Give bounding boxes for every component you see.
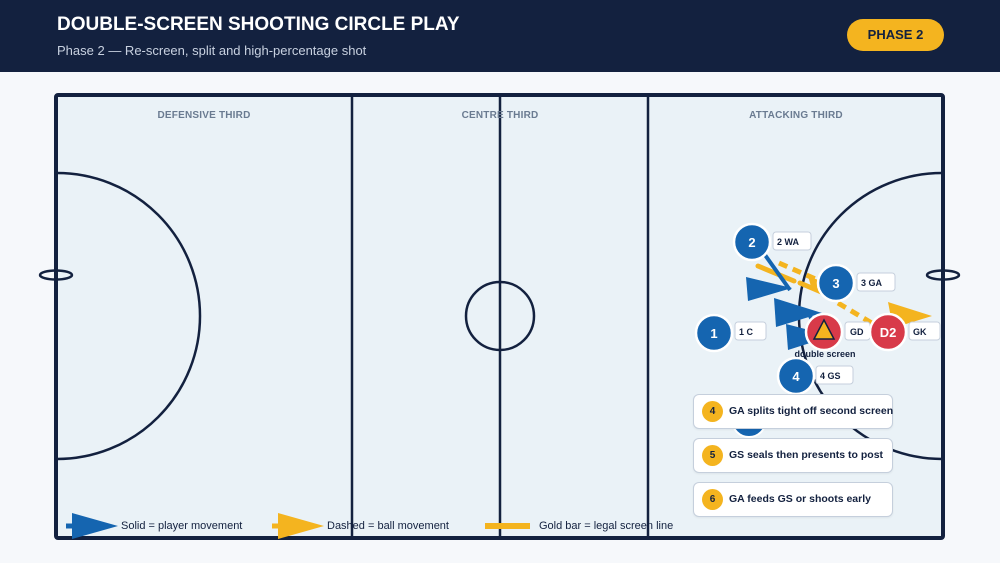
defender-tag-gk: GK — [913, 327, 927, 337]
player-tag-box-c — [734, 321, 767, 341]
player-ga[interactable]: 3 3 GA — [816, 263, 896, 303]
legend-gold-bar-label: Gold bar = legal screen line — [539, 520, 674, 532]
step-text: GA feeds GS or shoots early — [729, 493, 871, 505]
step-card-5[interactable]: 5 GS seals then presents to post — [693, 438, 893, 473]
page-subtitle: Phase 2 — Re-screen, split and high-perc… — [57, 43, 367, 58]
double-screen-note: double screen — [794, 349, 855, 359]
left-goal-ring — [38, 269, 74, 281]
player-arrowhead-2 — [774, 298, 822, 327]
player-c[interactable]: 1 1 C — [694, 313, 767, 353]
player-gs[interactable]: 4 4 GS — [776, 356, 854, 396]
step-text: GA splits tight off second screen — [729, 405, 894, 417]
player-path-wa — [763, 253, 792, 292]
defensive-shooting-circle — [56, 171, 202, 461]
player-number-c: 1 — [710, 326, 717, 341]
legend-dashed-arrowhead — [278, 513, 324, 539]
player-tag-box-wa — [772, 231, 812, 251]
ball-path-wa-to-ga — [777, 260, 822, 284]
phase-badge[interactable]: PHASE 2 — [847, 19, 944, 51]
player-token-wa[interactable] — [732, 222, 772, 262]
player-tag-c: 1 C — [739, 327, 754, 337]
player-tag-gs: 4 GS — [820, 371, 841, 381]
centre-circle — [464, 280, 536, 352]
defender-label-d2: D2 — [880, 325, 897, 340]
player-number-gs: 4 — [792, 369, 800, 384]
court-boundary — [54, 93, 945, 540]
ball-path-ga-to-gs — [836, 300, 877, 328]
header-bar: DOUBLE-SCREEN SHOOTING CIRCLE PLAY Phase… — [0, 0, 1000, 72]
player-tag-box-gs — [815, 365, 854, 385]
defender-token-gk[interactable] — [868, 312, 908, 352]
page-title: DOUBLE-SCREEN SHOOTING CIRCLE PLAY — [57, 14, 460, 35]
legend-solid-arrowhead — [72, 513, 118, 539]
player-tag-box-ga — [856, 272, 896, 292]
defender-gd[interactable]: GD — [804, 312, 871, 352]
step-text: GS seals then presents to post — [729, 449, 884, 461]
step-number-badge: 4 — [702, 401, 723, 422]
warning-triangle-icon — [812, 318, 836, 340]
right-goal-ring — [925, 269, 961, 281]
step-number-badge: 5 — [702, 445, 723, 466]
player-token-ga[interactable] — [816, 263, 856, 303]
defender-tag-gd: GD — [850, 327, 864, 337]
step-card-4[interactable]: 4 GA splits tight off second screen — [693, 394, 893, 429]
player-number-ga: 3 — [832, 276, 839, 291]
zone-label-attacking: ATTACKING THIRD — [749, 110, 843, 121]
zone-label-centre: CENTRE THIRD — [462, 110, 539, 121]
defender-gk[interactable]: D2 GK — [868, 312, 941, 352]
player-arrowhead-1 — [746, 277, 792, 301]
legend-solid-label: Solid = player movement — [121, 520, 243, 532]
step-number-badge: 6 — [702, 489, 723, 510]
player-tag-ga: 3 GA — [861, 278, 883, 288]
legend-dashed-label: Dashed = ball movement — [327, 520, 449, 532]
player-token-c[interactable] — [694, 313, 734, 353]
player-wa[interactable]: 2 2 WA — [732, 222, 812, 262]
zone-label-defensive: DEFENSIVE THIRD — [157, 110, 250, 121]
defender-tag-box-gk — [908, 321, 941, 341]
player-tag-wa: 2 WA — [777, 237, 800, 247]
player-number-wa: 2 — [748, 235, 755, 250]
step-card-6[interactable]: 6 GA feeds GS or shoots early — [693, 482, 893, 517]
